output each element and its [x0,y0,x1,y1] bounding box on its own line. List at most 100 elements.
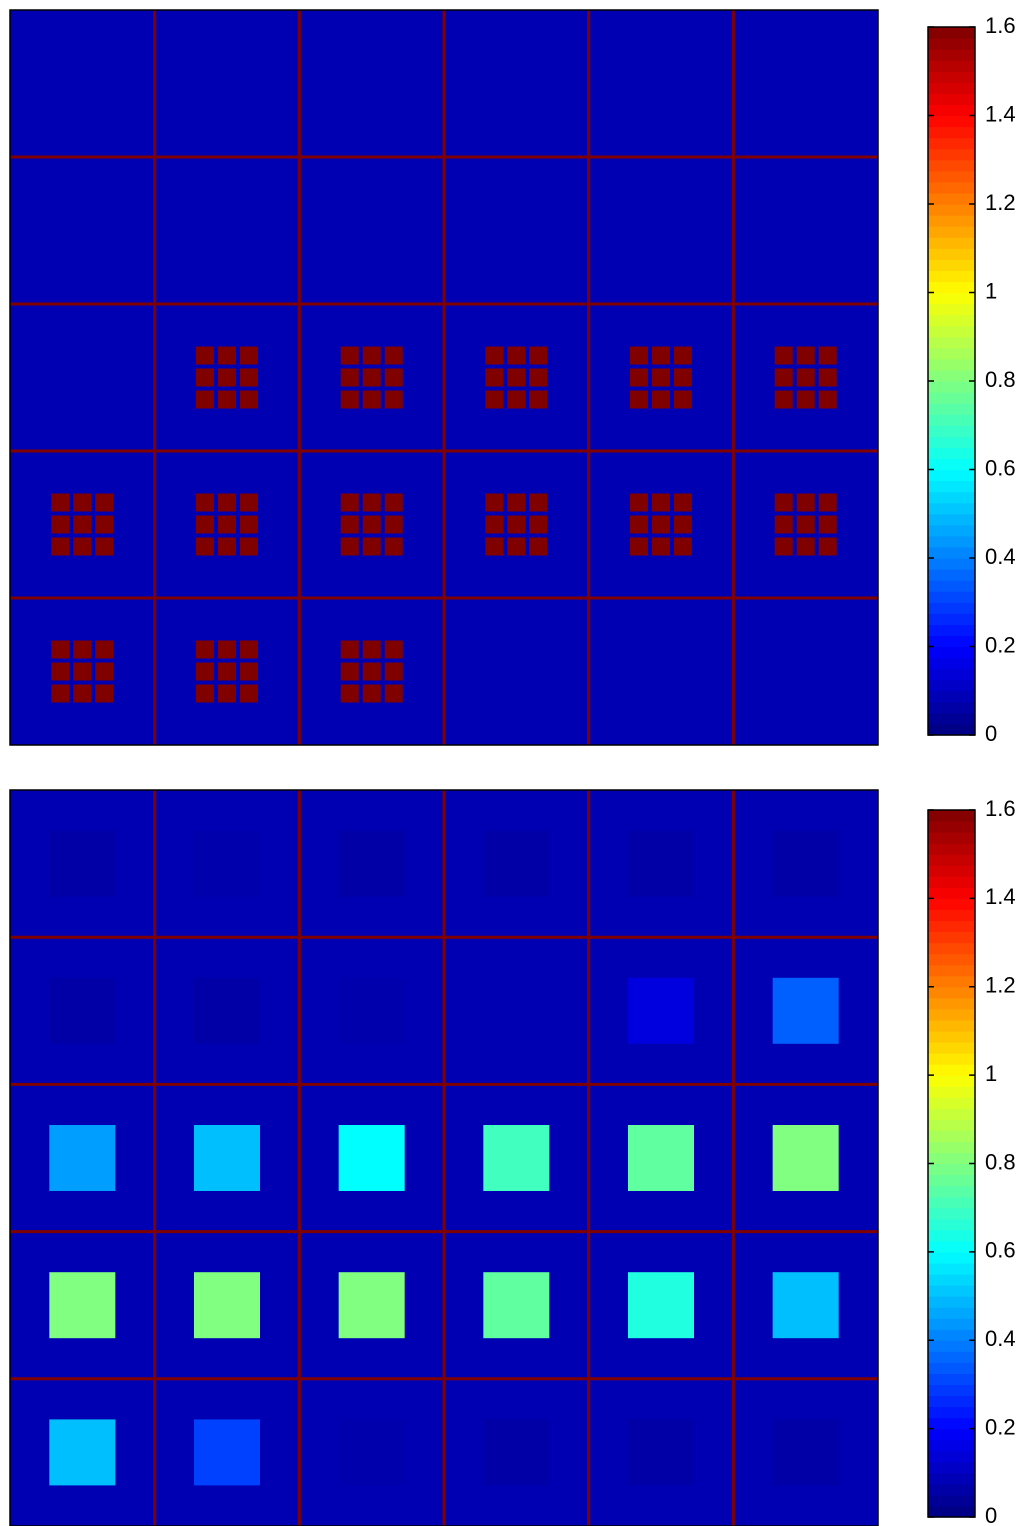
colorbar-step [928,657,975,670]
tile-dot [652,368,670,387]
colorbar-step [928,535,975,548]
colorbar-step [928,469,975,482]
tile-block [772,830,839,897]
tile-block [194,1272,260,1339]
tile-dot [51,537,70,556]
tile-dot [362,515,381,534]
tile-dot [362,346,381,365]
colorbar-step [928,1041,975,1054]
tile-dot [384,346,403,365]
colorbar-tick-label: 1 [985,1061,997,1086]
tile-dot [529,368,548,387]
colorbar-step [928,1196,975,1209]
colorbar-tick-label: 1.6 [985,13,1016,38]
colorbar-step [928,1008,975,1021]
colorbar-step [928,347,975,360]
colorbar-step [928,1273,975,1286]
tile-dot [384,390,403,409]
colorbar-step [928,502,975,515]
colorbar-step [928,38,975,50]
colorbar-step [928,126,975,139]
colorbar-step [928,480,975,493]
tile-block [338,1419,405,1486]
colorbar-tick-label: 1.6 [985,796,1016,821]
colorbar-step [928,381,975,393]
tile-dot [507,537,526,556]
tile-block [338,1125,405,1191]
colorbar-step [928,524,975,537]
tile-dot [652,390,670,409]
colorbar-step [928,646,975,659]
colorbar-step [928,1340,975,1352]
colorbar-step [928,1406,975,1419]
tile-dot [630,537,648,556]
colorbar-tick-label: 1.4 [985,884,1016,909]
tile-dot [196,493,214,512]
colorbar-step [928,1130,975,1143]
tile-dot [674,537,692,556]
tile-dot [362,640,381,659]
tile-block [483,1419,550,1486]
colorbar-step [928,447,975,460]
tile-dot [51,640,70,659]
colorbar-step [928,1472,975,1485]
colorbar-step [928,325,975,338]
tile-dot [218,537,236,556]
colorbar-step [928,975,975,988]
colorbar-step [928,403,975,415]
colorbar-step [928,1064,975,1076]
tile-dot [796,537,815,556]
tile-dot [485,390,504,409]
tile-block [194,1419,260,1486]
tile-dot [95,515,114,534]
tile-dot [674,515,692,534]
tile-dot [240,368,258,387]
tile-dot [529,493,548,512]
tile-dot [51,493,70,512]
colorbar-step [928,624,975,637]
tile-dot [340,368,359,387]
tile-dot [340,515,359,534]
tile-dot [507,515,526,534]
tile-dot [95,640,114,659]
tile-dot [218,346,236,365]
tile-dot [73,640,92,659]
tile-dot [529,346,548,365]
tile-dot [340,390,359,409]
colorbar-step [928,909,975,922]
colorbar-step [928,1086,975,1098]
tile-block [772,1419,839,1486]
colorbar-step [928,1108,975,1120]
colorbar-step [928,1251,975,1264]
tile-dot [796,515,815,534]
tile-dot [218,640,236,659]
colorbar-step [928,1119,975,1131]
axes-frame [9,789,879,1526]
colorbar-step [928,602,975,614]
tile-dot [340,346,359,365]
tile-block [49,1272,116,1339]
colorbar-step [928,392,975,404]
tile-dot [674,346,692,365]
tile-block [772,1272,839,1339]
tile-block [483,830,550,897]
tile-dot [630,515,648,534]
tile-dot [218,390,236,409]
colorbar-step [928,1285,975,1297]
colorbar-step [928,170,975,183]
colorbar-step [928,701,975,714]
tile-dot [507,346,526,365]
tile-block [49,1125,116,1191]
tile-dot [485,493,504,512]
colorbar-step [928,865,975,877]
tile-dot [240,537,258,556]
colorbar-step [928,810,975,822]
tile-dot [340,684,359,703]
colorbar-step [928,1152,975,1165]
colorbar-step [928,237,975,249]
tile-dot [774,515,793,534]
tile-dot [384,684,403,703]
colorbar-tick-label: 1.2 [985,973,1016,998]
colorbar-step [928,843,975,855]
